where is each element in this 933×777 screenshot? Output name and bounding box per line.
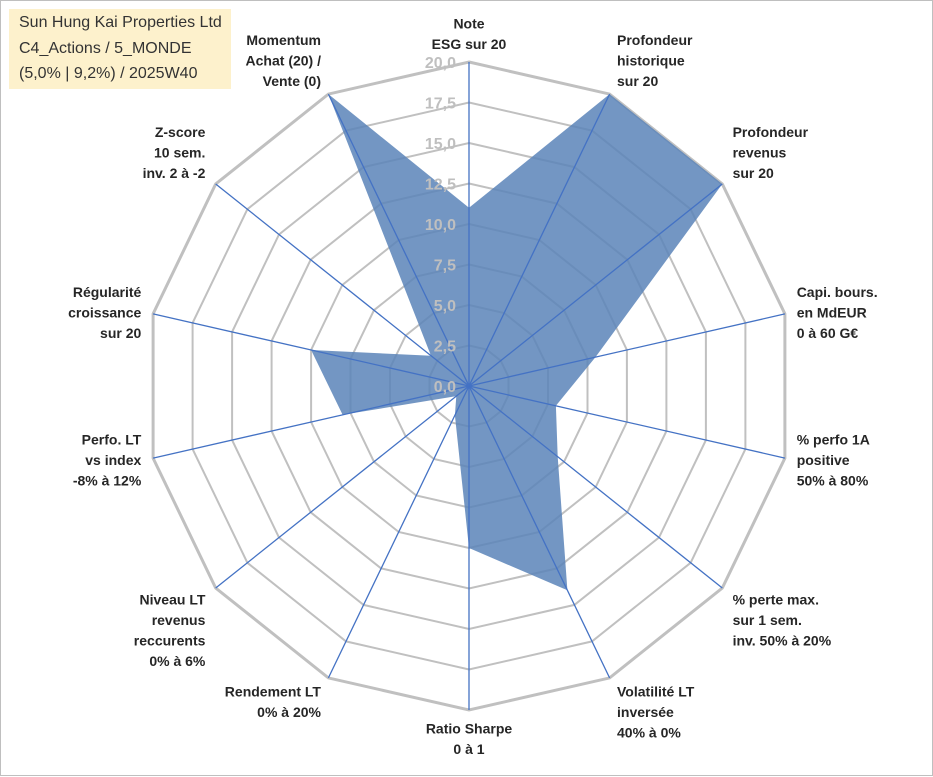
axis-label: 0% à 6%: [149, 653, 206, 669]
tick-label: 0,0: [434, 379, 456, 396]
series-area-layer: [311, 94, 723, 591]
axis-label: inv. 50% à 20%: [733, 633, 832, 649]
tick-label: 17,5: [425, 96, 456, 113]
axis-label: Momentum: [246, 32, 321, 48]
axis-label: en MdEUR: [797, 304, 867, 320]
axis-label: Rendement LT: [225, 684, 322, 700]
axis-label: Note: [453, 16, 484, 32]
axis-category-labels: Note ESG sur 20 Profondeur historique sur 20…: [68, 16, 877, 758]
axis-label: revenus: [152, 612, 206, 628]
axis-label: 0 à 60 G€: [797, 325, 859, 341]
axis-spoke: [468, 385, 611, 679]
tick-label: 12,5: [425, 177, 456, 194]
tick-label: 15,0: [425, 136, 456, 153]
tick-label: 7,5: [434, 258, 456, 275]
title-company: Sun Hung Kai Properties Ltd: [19, 14, 222, 31]
axis-label: 50% à 80%: [797, 473, 869, 489]
axis-spoke: [215, 385, 470, 589]
axis-spoke: [327, 93, 470, 387]
tick-label: 5,0: [434, 298, 456, 315]
axis-label: Profondeur: [617, 32, 693, 48]
axis-label: Capi. bours.: [797, 284, 878, 300]
axis-label: Régularité: [73, 284, 142, 300]
series-area: [311, 94, 723, 591]
radar-spokes: [152, 62, 786, 710]
tick-label: 20,0: [425, 55, 456, 72]
axis-label: sur 20: [617, 73, 658, 89]
axis-label: Vente (0): [263, 73, 321, 89]
axis-label: 0 à 1: [453, 741, 484, 757]
axis-spoke: [215, 183, 470, 387]
axis-label: Niveau LT: [140, 592, 206, 608]
axis-label: 10 sem.: [154, 145, 205, 161]
axis-spoke: [327, 385, 470, 679]
tick-label: 2,5: [434, 339, 456, 356]
title-stats: (5,0% | 9,2%) / 2025W40: [19, 65, 198, 82]
title-category: C4_Actions / 5_MONDE: [19, 40, 192, 57]
axis-label: sur 1 sem.: [733, 612, 802, 628]
axis-spoke: [468, 313, 786, 387]
axis-label: reccurents: [134, 633, 206, 649]
axis-label: historique: [617, 52, 685, 68]
axis-label: Ratio Sharpe: [426, 721, 513, 737]
axis-label: sur 20: [100, 325, 141, 341]
axis-spoke: [468, 385, 723, 589]
axis-label: 0% à 20%: [257, 704, 321, 720]
axis-label: ESG sur 20: [432, 36, 507, 52]
axis-spoke: [152, 385, 470, 459]
axis-label: Volatilité LT: [617, 684, 695, 700]
axis-label: Z-score: [155, 124, 206, 140]
radial-tick-labels: 0,0 2,5 5,0 7,5 10,0 12,5 15,0 17,5 20,0: [425, 55, 456, 396]
axis-label: % perte max.: [733, 592, 819, 608]
axis-spoke: [152, 313, 470, 387]
axis-spoke: [468, 93, 611, 387]
axis-spoke: [468, 183, 723, 387]
title-box: Sun Hung Kai Properties Ltd C4_Actions /…: [9, 9, 231, 89]
axis-label: inversée: [617, 704, 674, 720]
axis-label: % perfo 1A: [797, 432, 870, 448]
axis-label: Profondeur: [733, 124, 809, 140]
axis-spoke: [468, 385, 786, 459]
axis-label: Achat (20) /: [246, 52, 322, 68]
axis-label: -8% à 12%: [73, 473, 142, 489]
axis-label: Perfo. LT: [82, 432, 142, 448]
axis-label: sur 20: [733, 165, 774, 181]
tick-label: 10,0: [425, 217, 456, 234]
axis-label: inv. 2 à -2: [143, 165, 206, 181]
axis-label: revenus: [733, 145, 787, 161]
axis-label: croissance: [68, 304, 141, 320]
axis-label: vs index: [85, 452, 141, 468]
axis-label: 40% à 0%: [617, 725, 681, 741]
axis-label: positive: [797, 452, 850, 468]
